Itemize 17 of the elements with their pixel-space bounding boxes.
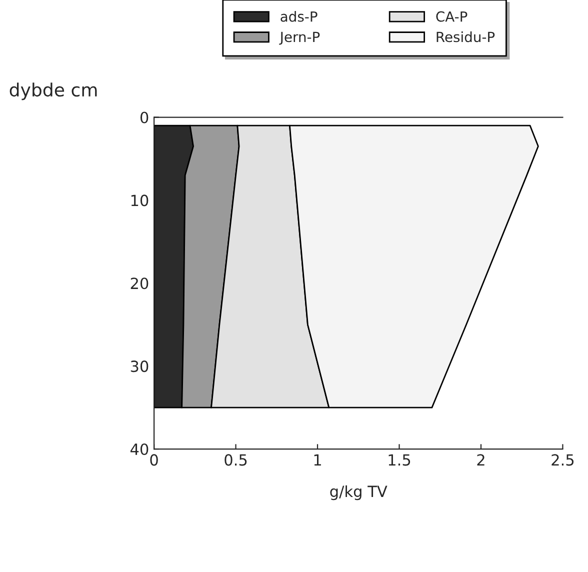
y-axis-title: dybde cm: [10, 82, 97, 100]
y-tick-label: 40: [130, 443, 148, 456]
x-tick-label: 1: [314, 454, 321, 466]
y-tick-label: 0: [140, 112, 148, 124]
legend-label: Residu-P: [436, 31, 495, 42]
x-tick-label: 1.5: [388, 454, 410, 466]
y-tick-label: 10: [131, 194, 148, 206]
y-tick-label: 20: [130, 278, 148, 290]
x-tick-label: 2: [477, 454, 484, 466]
legend-label: ads-P: [280, 11, 318, 22]
y-tick-label: 30: [130, 360, 148, 372]
x-tick-label: 0.5: [224, 454, 247, 466]
x-axis-title: g/kg TV: [330, 485, 388, 500]
x-tick-label: 2.5: [552, 454, 574, 466]
x-tick-label: 0: [150, 454, 158, 466]
legend-label: CA-P: [436, 11, 468, 22]
legend-label: Jern-P: [279, 32, 320, 45]
